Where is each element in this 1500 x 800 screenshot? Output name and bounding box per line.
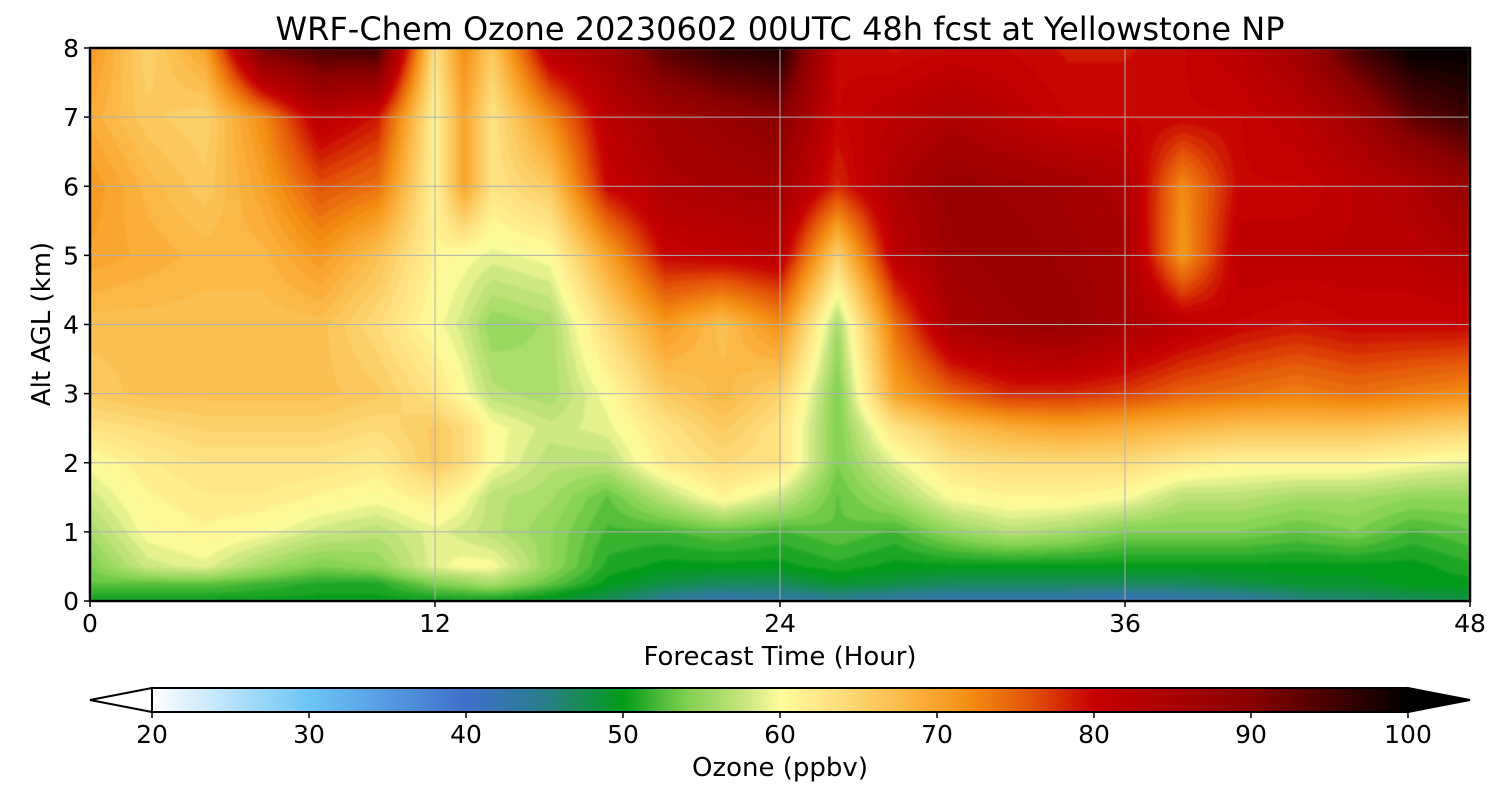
colorbar-extend-high: [1407, 686, 1471, 714]
y-tick-label: 0: [63, 587, 79, 616]
colorbar-label: Ozone (ppbv): [692, 753, 868, 783]
colorbar: 20 30 40 50 60 70 80 90 100 Ozone (ppbv): [89, 686, 1471, 783]
y-tick-label: 8: [63, 34, 79, 63]
y-tick-label: 7: [63, 103, 79, 132]
colorbar-tick-label: 20: [136, 720, 168, 749]
colorbar-tick-label: 70: [921, 720, 953, 749]
chart-title: WRF-Chem Ozone 20230602 00UTC 48h fcst a…: [276, 10, 1285, 48]
y-tick-label: 4: [63, 311, 79, 340]
colorbar-ticks: 20 30 40 50 60 70 80 90 100: [136, 712, 1432, 749]
y-axis-ticks: 0 1 2 3 4 5 6 7 8: [63, 34, 90, 616]
x-tick-label: 0: [82, 609, 98, 638]
x-tick-label: 36: [1109, 609, 1141, 638]
y-tick-label: 6: [63, 172, 79, 201]
colorbar-tick-label: 80: [1078, 720, 1110, 749]
colorbar-tick-label: 30: [293, 720, 325, 749]
y-tick-label: 1: [63, 518, 79, 547]
x-axis-label: Forecast Time (Hour): [643, 642, 916, 672]
x-axis-ticks: 0 12 24 36 48: [82, 601, 1486, 638]
x-tick-label: 24: [764, 609, 796, 638]
x-tick-label: 12: [419, 609, 451, 638]
colorbar-gradient: [152, 688, 1408, 712]
colorbar-extend-low: [89, 686, 153, 714]
x-tick-label: 48: [1454, 609, 1486, 638]
colorbar-tick-label: 60: [764, 720, 796, 749]
colorbar-tick-label: 50: [607, 720, 639, 749]
y-tick-label: 2: [63, 449, 79, 478]
y-tick-label: 3: [63, 380, 79, 409]
y-tick-label: 5: [63, 241, 79, 270]
colorbar-tick-label: 40: [450, 720, 482, 749]
y-axis-label: Alt AGL (km): [27, 242, 57, 406]
colorbar-tick-label: 100: [1384, 720, 1432, 749]
colorbar-tick-label: 90: [1235, 720, 1267, 749]
